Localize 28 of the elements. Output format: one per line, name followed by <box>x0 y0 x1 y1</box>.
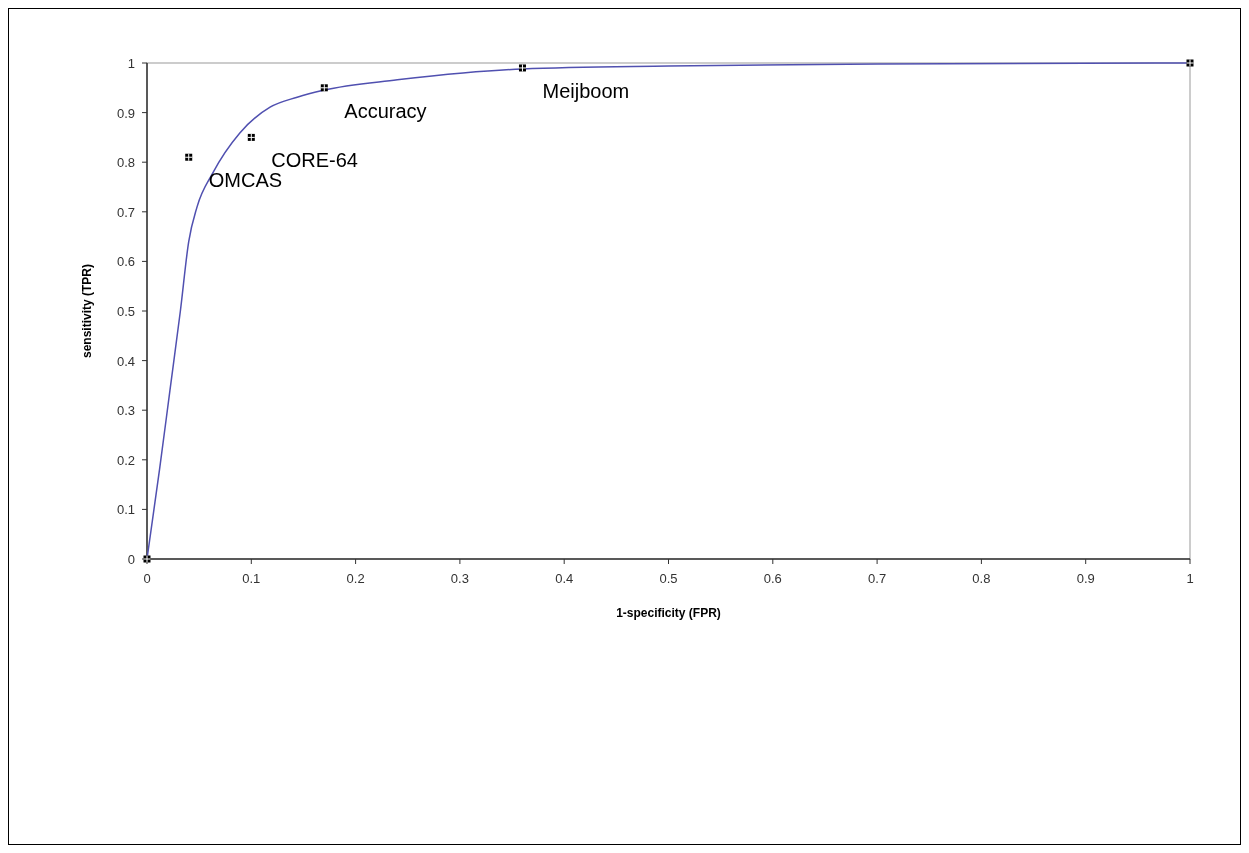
y-tick-label: 0.1 <box>116 502 135 518</box>
x-tick-label: 0 <box>143 571 151 586</box>
y-tick-label: 0.9 <box>116 105 135 121</box>
y-tick-label: 0 <box>127 552 135 567</box>
y-tick-label: 1 <box>127 56 135 71</box>
x-tick-label: 0.9 <box>1076 571 1095 586</box>
x-tick-label: 0.8 <box>972 571 991 586</box>
y-tick-label: 0.6 <box>116 254 135 270</box>
x-tick-label: 1 <box>1186 571 1194 586</box>
y-tick-label: 0.3 <box>116 403 135 419</box>
annotation: Meijboom <box>542 79 630 102</box>
x-tick-label: 0.7 <box>868 571 887 586</box>
y-tick-label: 0.5 <box>116 304 135 319</box>
annotation: Accuracy <box>344 99 427 122</box>
y-tick-label: 0.8 <box>116 155 135 171</box>
x-tick-label: 0.1 <box>242 571 261 586</box>
x-tick-label: 0.5 <box>659 571 678 586</box>
x-axis-title: 1-specificity (FPR) <box>616 606 721 620</box>
x-tick-label: 0.3 <box>450 571 469 586</box>
x-tick-label: 0.6 <box>763 571 782 586</box>
x-tick-label: 0.4 <box>555 571 574 586</box>
annotation: OMCAS <box>208 169 283 192</box>
y-tick-label: 0.7 <box>116 204 135 220</box>
y-tick-label: 0.2 <box>116 452 135 468</box>
y-tick-label: 0.4 <box>116 353 135 369</box>
y-axis-title: sensitivity (TPR) <box>80 263 94 359</box>
x-tick-label: 0.2 <box>346 571 365 586</box>
annotation: CORE-64 <box>271 149 358 172</box>
